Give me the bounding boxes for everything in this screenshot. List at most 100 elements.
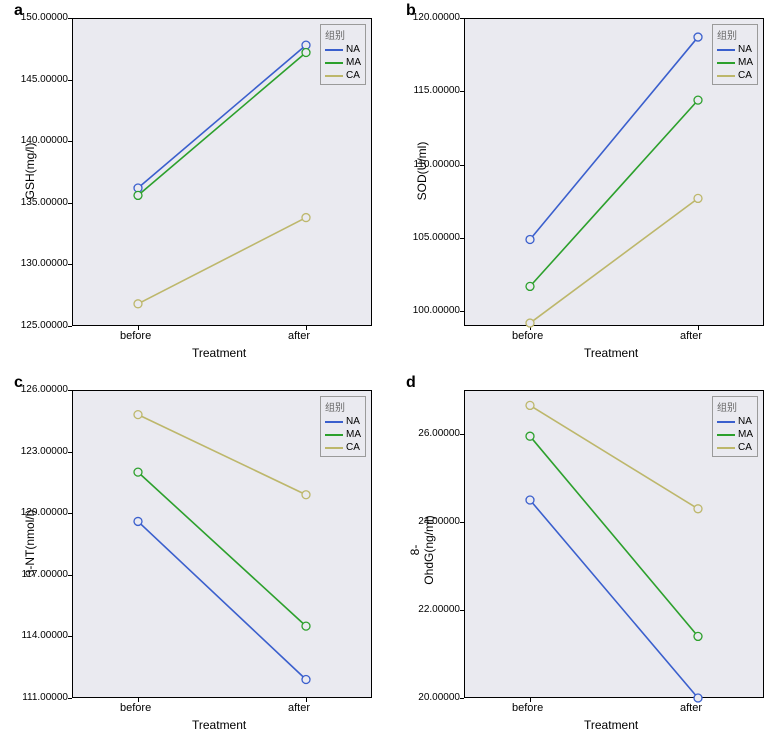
series-marker-CA <box>302 214 310 222</box>
series-marker-NA <box>302 676 310 684</box>
panel-label-b: b <box>406 2 416 20</box>
series-marker-MA <box>302 48 310 56</box>
panel-c: c111.00000114.00000117.00000120.00000123… <box>0 372 392 744</box>
series-marker-MA <box>302 622 310 630</box>
legend-swatch-MA <box>325 62 343 64</box>
xtick-label: after <box>680 330 702 342</box>
series-line-CA <box>138 218 306 304</box>
legend-row-CA: CA <box>717 441 753 454</box>
ytick-mark <box>68 326 72 327</box>
series-marker-CA <box>526 319 534 327</box>
legend-label-MA: MA <box>738 428 753 441</box>
panel-a: a125.00000130.00000135.00000140.00000145… <box>0 0 392 372</box>
legend-row-NA: NA <box>325 43 361 56</box>
legend-title: 组别 <box>325 399 361 414</box>
legend-label-CA: CA <box>346 441 360 454</box>
series-line-CA <box>138 415 306 495</box>
ytick-label: 115.00000 <box>413 85 460 96</box>
legend-swatch-CA <box>717 75 735 77</box>
legend-label-NA: NA <box>346 415 360 428</box>
legend-swatch-NA <box>325 421 343 423</box>
series-marker-MA <box>134 191 142 199</box>
legend-row-NA: NA <box>325 415 361 428</box>
legend-row-CA: CA <box>717 69 753 82</box>
legend-swatch-CA <box>325 75 343 77</box>
xtick-label: after <box>288 702 310 714</box>
legend-label-MA: MA <box>346 428 361 441</box>
xtick-mark <box>306 698 307 702</box>
series-line-MA <box>530 436 698 636</box>
legend-swatch-CA <box>717 447 735 449</box>
legend-row-NA: NA <box>717 415 753 428</box>
xlabel-d: Treatment <box>584 718 638 732</box>
xlabel-c: Treatment <box>192 718 246 732</box>
series-marker-NA <box>134 517 142 525</box>
xtick-label: after <box>680 702 702 714</box>
legend-label-CA: CA <box>738 69 752 82</box>
legend-label-MA: MA <box>346 56 361 69</box>
panel-label-d: d <box>406 374 416 392</box>
ytick-label: 22.00000 <box>418 604 460 615</box>
series-marker-CA <box>134 411 142 419</box>
ytick-mark <box>68 698 72 699</box>
series-line-NA <box>530 37 698 239</box>
xlabel-a: Treatment <box>192 346 246 360</box>
legend-title: 组别 <box>717 399 753 414</box>
legend-title: 组别 <box>717 27 753 42</box>
legend-swatch-NA <box>325 49 343 51</box>
ytick-label: 26.00000 <box>418 428 460 439</box>
legend-label-NA: NA <box>738 415 752 428</box>
ytick-label: 125.00000 <box>21 320 68 331</box>
series-marker-MA <box>526 432 534 440</box>
series-marker-NA <box>694 694 702 702</box>
ytick-label: 130.00000 <box>21 258 68 269</box>
legend-label-CA: CA <box>346 69 360 82</box>
ytick-label: 145.00000 <box>21 74 68 85</box>
legend-swatch-MA <box>717 434 735 436</box>
xtick-mark <box>138 698 139 702</box>
legend-row-MA: MA <box>325 428 361 441</box>
legend-row-MA: MA <box>717 428 753 441</box>
series-line-NA <box>530 500 698 698</box>
ytick-label: 150.00000 <box>21 12 68 23</box>
legend-label-MA: MA <box>738 56 753 69</box>
ytick-label: 105.00000 <box>413 232 460 243</box>
legend-row-MA: MA <box>717 56 753 69</box>
xtick-label: before <box>512 330 543 342</box>
series-marker-CA <box>134 300 142 308</box>
legend-swatch-MA <box>717 62 735 64</box>
series-line-MA <box>138 472 306 626</box>
series-marker-MA <box>134 468 142 476</box>
legend-swatch-NA <box>717 49 735 51</box>
series-marker-MA <box>694 96 702 104</box>
xtick-mark <box>698 326 699 330</box>
series-marker-CA <box>302 491 310 499</box>
xtick-label: before <box>512 702 543 714</box>
legend-a: 组别NAMACA <box>320 24 366 85</box>
series-marker-MA <box>526 282 534 290</box>
ytick-label: 120.00000 <box>413 12 460 23</box>
series-marker-MA <box>694 632 702 640</box>
series-line-MA <box>138 52 306 195</box>
xlabel-b: Treatment <box>584 346 638 360</box>
panel-d: d20.0000022.0000024.0000026.000008-OhdG(… <box>392 372 784 744</box>
series-line-MA <box>530 100 698 286</box>
series-line-CA <box>530 405 698 508</box>
xtick-label: before <box>120 330 151 342</box>
ylabel-c: 3-NT(nmol/l) <box>23 503 37 583</box>
legend-swatch-MA <box>325 434 343 436</box>
xtick-mark <box>530 698 531 702</box>
ylabel-a: GSH(mg/l) <box>23 131 37 211</box>
series-marker-NA <box>526 235 534 243</box>
ylabel-b: SOD(U/ml) <box>415 131 429 211</box>
legend-c: 组别NAMACA <box>320 396 366 457</box>
legend-row-CA: CA <box>325 69 361 82</box>
chart-grid: a125.00000130.00000135.00000140.00000145… <box>0 0 784 744</box>
ytick-label: 111.00000 <box>22 692 68 703</box>
legend-swatch-NA <box>717 421 735 423</box>
legend-row-MA: MA <box>325 56 361 69</box>
panel-b: b100.00000105.00000110.00000115.00000120… <box>392 0 784 372</box>
xtick-label: after <box>288 330 310 342</box>
xtick-mark <box>138 326 139 330</box>
ytick-label: 100.00000 <box>413 305 460 316</box>
